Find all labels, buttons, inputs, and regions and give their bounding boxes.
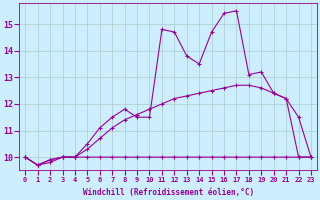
X-axis label: Windchill (Refroidissement éolien,°C): Windchill (Refroidissement éolien,°C) <box>83 188 254 197</box>
